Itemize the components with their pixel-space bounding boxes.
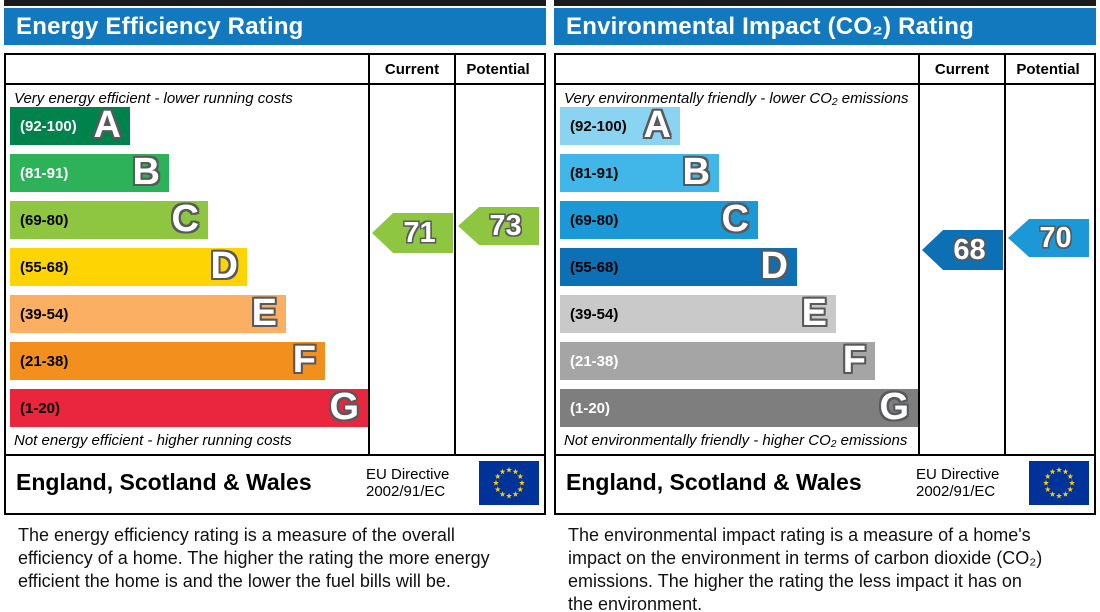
potential-rating-value: 70: [1039, 221, 1072, 254]
band-range: (1-20): [20, 399, 61, 417]
environment-rating-table: Current Potential Very environmentally f…: [554, 53, 1096, 515]
table-body-row: Very energy efficient - lower running co…: [6, 85, 544, 456]
band-c: (69-80) C: [560, 197, 758, 240]
potential-rating-value: 73: [489, 209, 522, 242]
band-letter: D: [210, 244, 238, 287]
band-letter: G: [879, 385, 909, 428]
band-range: (21-38): [570, 352, 619, 370]
band-f: (21-38) F: [10, 338, 325, 381]
band-e: (39-54) E: [560, 291, 836, 334]
band-range: (69-80): [20, 211, 69, 229]
current-rating-arrow: 68: [922, 230, 1003, 270]
band-range: (21-38): [20, 352, 69, 370]
band-letter: G: [329, 385, 359, 428]
environment-band-chart: Very environmentally friendly - lower CO…: [556, 85, 920, 454]
table-header-row: Current Potential: [6, 55, 544, 85]
band-letter: F: [842, 338, 866, 381]
bottom-note: Not energy efficient - higher running co…: [14, 432, 292, 449]
top-note: Very energy efficient - lower running co…: [14, 90, 293, 107]
band-letter: B: [132, 150, 160, 193]
table-footer-row: England, Scotland & Wales EU Directive 2…: [556, 456, 1094, 509]
region-label: England, Scotland & Wales: [566, 469, 862, 495]
current-rating-value: 68: [953, 233, 986, 266]
band-range: (69-80): [570, 211, 619, 229]
potential-rating-cell: 73: [456, 85, 540, 454]
band-range: (92-100): [20, 117, 77, 135]
band-range: (39-54): [20, 305, 69, 323]
band-f: (21-38) F: [560, 338, 875, 381]
region-label: England, Scotland & Wales: [16, 469, 312, 495]
band-d: (55-68) D: [10, 244, 247, 287]
band-letter: E: [801, 291, 827, 334]
energy-band-chart: Very energy efficient - lower running co…: [6, 85, 370, 454]
band-g: (1-20) G: [560, 385, 918, 428]
energy-efficiency-panel: Energy Efficiency Rating Current Potenti…: [4, 0, 546, 593]
eu-flag-icon: [479, 460, 539, 505]
band-letter: B: [682, 150, 710, 193]
current-rating-cell: 71: [370, 85, 456, 454]
bottom-note: Not environmentally friendly - higher CO…: [564, 432, 908, 449]
band-range: (81-91): [20, 164, 69, 182]
band-a: (92-100) A: [560, 103, 680, 146]
band-a: (92-100) A: [10, 103, 130, 146]
potential-column-header: Potential: [466, 61, 530, 78]
band-b: (81-91) B: [10, 150, 169, 193]
band-letter: A: [643, 103, 671, 146]
band-range: (81-91): [570, 164, 619, 182]
band-d: (55-68) D: [560, 244, 797, 287]
current-rating-value: 71: [403, 216, 436, 249]
table-footer-row: England, Scotland & Wales EU Directive 2…: [6, 456, 544, 509]
panel-top-border: [4, 0, 546, 6]
table-body-row: Very environmentally friendly - lower CO…: [556, 85, 1094, 456]
potential-column-header: Potential: [1016, 61, 1080, 78]
band-letter: C: [721, 197, 749, 240]
environment-panel-title: Environmental Impact (CO₂) Rating: [554, 8, 1096, 45]
band-g: (1-20) G: [10, 385, 368, 428]
band-c: (69-80) C: [10, 197, 208, 240]
panel-top-border: [554, 0, 1096, 6]
band-letter: F: [292, 338, 316, 381]
band-letter: E: [251, 291, 277, 334]
energy-panel-title: Energy Efficiency Rating: [4, 8, 546, 45]
band-letter: A: [93, 103, 121, 146]
band-e: (39-54) E: [10, 291, 286, 334]
potential-rating-arrow: 73: [458, 207, 539, 245]
band-letter: C: [171, 197, 199, 240]
band-range: (55-68): [570, 258, 619, 276]
eu-flag-icon: [1029, 460, 1089, 505]
table-header-row: Current Potential: [556, 55, 1094, 85]
environmental-impact-panel: Environmental Impact (CO₂) Rating Curren…: [554, 0, 1096, 612]
band-range: (39-54): [570, 305, 619, 323]
potential-rating-arrow: 70: [1008, 219, 1089, 257]
current-column-header: Current: [920, 55, 1006, 83]
eu-directive-label: EU Directive 2002/91/EC: [916, 465, 1000, 500]
top-note: Very environmentally friendly - lower CO…: [564, 90, 909, 107]
band-letter: D: [760, 244, 788, 287]
current-column-header: Current: [370, 55, 456, 83]
energy-rating-table: Current Potential Very energy efficient …: [4, 53, 546, 515]
current-rating-cell: 68: [920, 85, 1006, 454]
band-range: (55-68): [20, 258, 69, 276]
current-rating-arrow: 71: [372, 213, 453, 253]
band-b: (81-91) B: [560, 150, 719, 193]
band-range: (1-20): [570, 399, 611, 417]
potential-rating-cell: 70: [1006, 85, 1090, 454]
energy-description: The energy efficiency rating is a measur…: [18, 525, 490, 591]
eu-directive-label: EU Directive 2002/91/EC: [366, 465, 450, 500]
environment-description: The environmental impact rating is a mea…: [568, 525, 1043, 612]
band-range: (92-100): [570, 117, 627, 135]
